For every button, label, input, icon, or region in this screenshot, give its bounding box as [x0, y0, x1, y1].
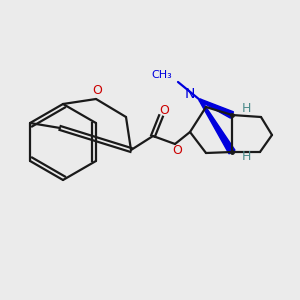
- Polygon shape: [199, 100, 235, 154]
- Text: O: O: [172, 143, 182, 157]
- Text: H: H: [241, 151, 251, 164]
- Text: CH₃: CH₃: [151, 70, 172, 80]
- Text: O: O: [159, 103, 169, 116]
- Polygon shape: [200, 99, 233, 118]
- Text: H: H: [241, 103, 251, 116]
- Text: O: O: [92, 85, 102, 98]
- Text: N: N: [185, 87, 195, 101]
